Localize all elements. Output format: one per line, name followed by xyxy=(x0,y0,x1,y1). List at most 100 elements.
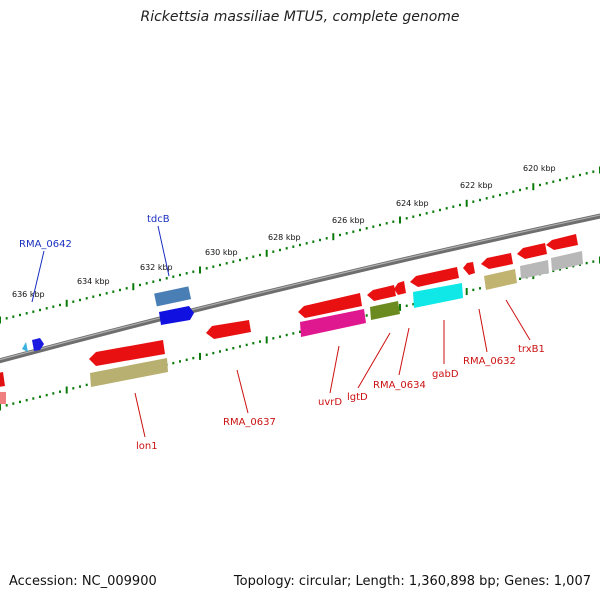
gene-feature-tdcb-blue[interactable] xyxy=(154,286,192,307)
inner-scale-tick xyxy=(552,269,555,273)
gene-label-trxb1[interactable]: trxB1 xyxy=(518,344,545,355)
outer-scale-tick xyxy=(559,178,561,182)
inner-scale-tick xyxy=(172,361,175,365)
outer-scale-tick xyxy=(5,317,8,320)
outer-scale-tick xyxy=(225,262,228,265)
gene-feature-lgtd-red[interactable] xyxy=(367,285,396,301)
inner-scale-tick xyxy=(465,288,468,295)
outer-scale-tick xyxy=(519,188,521,192)
gene-feature-uvrd-red[interactable] xyxy=(298,293,362,318)
gene-feature-lgtd-green[interactable] xyxy=(370,301,400,320)
inner-scale-tick xyxy=(192,356,195,360)
outer-scale-tick xyxy=(472,200,475,203)
inner-scale-tick xyxy=(405,304,408,307)
gene-label-rma0642[interactable]: RMA_0642 xyxy=(19,239,72,250)
gene-label-gabd[interactable]: gabD xyxy=(432,369,459,380)
gene-feature-gabd-red[interactable] xyxy=(410,267,459,287)
gene-feature-gabd-cyan[interactable] xyxy=(413,283,463,308)
gene-feature-uvrd-magenta[interactable] xyxy=(300,309,366,337)
inner-scale-tick xyxy=(472,288,475,292)
outer-scale-tick xyxy=(205,267,208,270)
outer-scale-tick xyxy=(445,207,448,210)
scale-label-634: 634 kbp xyxy=(77,277,110,286)
gene-feature-small-red[interactable] xyxy=(394,281,406,295)
outer-scale-tick xyxy=(119,288,121,292)
inner-scale-tick xyxy=(519,277,521,280)
inner-scale-tick xyxy=(272,337,275,340)
outer-scale-tick xyxy=(32,310,35,313)
inner-scale-tick xyxy=(285,333,288,337)
gene-feature-rma0632-olive[interactable] xyxy=(484,269,517,290)
outer-scale-tick xyxy=(485,197,488,200)
outer-scale-tick xyxy=(212,265,215,268)
gene-feature-far-right-red[interactable] xyxy=(546,234,578,250)
leader-trxb1 xyxy=(505,299,531,341)
gene-feature-left-pink[interactable] xyxy=(0,392,6,404)
outer-scale-tick xyxy=(272,250,275,253)
outer-scale-tick xyxy=(305,242,308,245)
gene-feature-rma0642[interactable] xyxy=(32,338,44,351)
scale-label-626: 626 kbp xyxy=(332,216,365,225)
inner-scale-tick xyxy=(12,402,15,405)
outer-scale-tick xyxy=(245,257,248,260)
outer-scale-tick xyxy=(12,315,15,318)
outer-scale-tick xyxy=(325,237,328,240)
outer-scale-tick xyxy=(525,187,528,190)
outer-scale-tick xyxy=(379,223,381,227)
outer-scale-tick xyxy=(565,177,568,180)
outer-scale-tick xyxy=(199,266,201,274)
gene-label-rma0637[interactable]: RMA_0637 xyxy=(223,417,276,428)
outer-scale-tick xyxy=(279,248,281,252)
gene-label-rma0632[interactable]: RMA_0632 xyxy=(463,356,516,367)
gene-feature-grey-2[interactable] xyxy=(551,251,583,271)
scale-label-628: 628 kbp xyxy=(268,233,301,242)
inner-scale-tick xyxy=(559,268,561,271)
gene-feature-lon1-olive[interactable] xyxy=(90,358,168,387)
outer-scale-tick xyxy=(132,283,135,291)
gene-label-uvrd[interactable]: uvrD xyxy=(318,397,342,408)
gene-label-lgtd[interactable]: lgtD xyxy=(347,392,368,403)
leader-uvrd xyxy=(329,345,340,394)
outer-scale-tick xyxy=(85,297,88,300)
gene-feature-tiny-red[interactable] xyxy=(463,262,475,275)
inner-scale-tick xyxy=(72,387,75,390)
outer-scale-tick xyxy=(252,255,255,258)
inner-scale-tick xyxy=(212,351,215,355)
gene-label-lon1[interactable]: lon1 xyxy=(136,441,158,452)
outer-scale-tick xyxy=(172,275,175,278)
outer-scale-tick xyxy=(92,295,95,298)
leader-lgtd xyxy=(357,332,391,389)
outer-scale-tick xyxy=(545,182,548,185)
map-title: Rickettsia massiliae MTU5, complete geno… xyxy=(140,9,460,25)
outer-scale-tick xyxy=(25,312,28,315)
outer-scale-tick xyxy=(19,313,21,317)
outer-scale-tick xyxy=(439,208,441,212)
outer-scale-tick xyxy=(512,190,515,193)
inner-scale-tick xyxy=(185,358,188,361)
outer-scale-tick xyxy=(39,308,41,312)
inner-scale-tick xyxy=(585,261,588,265)
scale-label-636: 636 kbp xyxy=(12,290,45,299)
outer-scale-tick xyxy=(552,180,555,183)
gene-label-tdcb[interactable]: tdcB xyxy=(147,214,170,225)
inner-scale-tick xyxy=(5,404,8,407)
outer-scale-tick xyxy=(59,303,61,307)
inner-scale-tick xyxy=(259,340,261,343)
gene-feature-tdcb[interactable] xyxy=(159,306,194,325)
reverse-features-top xyxy=(0,234,578,387)
gene-feature-rma0642-small[interactable] xyxy=(22,342,28,352)
outer-scale-tick xyxy=(345,232,348,235)
inner-scale-tick xyxy=(0,403,1,411)
outer-scale-tick xyxy=(572,175,575,178)
outer-scale-tick xyxy=(52,305,55,308)
gene-feature-trxb1-red[interactable] xyxy=(517,243,547,259)
outer-scale-tick xyxy=(45,307,48,310)
gene-feature-left-edge[interactable] xyxy=(0,372,5,387)
leader-rma0634 xyxy=(398,327,410,376)
gene-feature-lon1-red[interactable] xyxy=(89,340,165,366)
gene-feature-rma0632-red[interactable] xyxy=(481,253,513,269)
gene-feature-grey-1[interactable] xyxy=(520,260,549,279)
gene-feature-rma0637[interactable] xyxy=(206,320,251,339)
outer-scale-tick xyxy=(372,225,375,228)
gene-label-rma0634[interactable]: RMA_0634 xyxy=(373,380,426,391)
